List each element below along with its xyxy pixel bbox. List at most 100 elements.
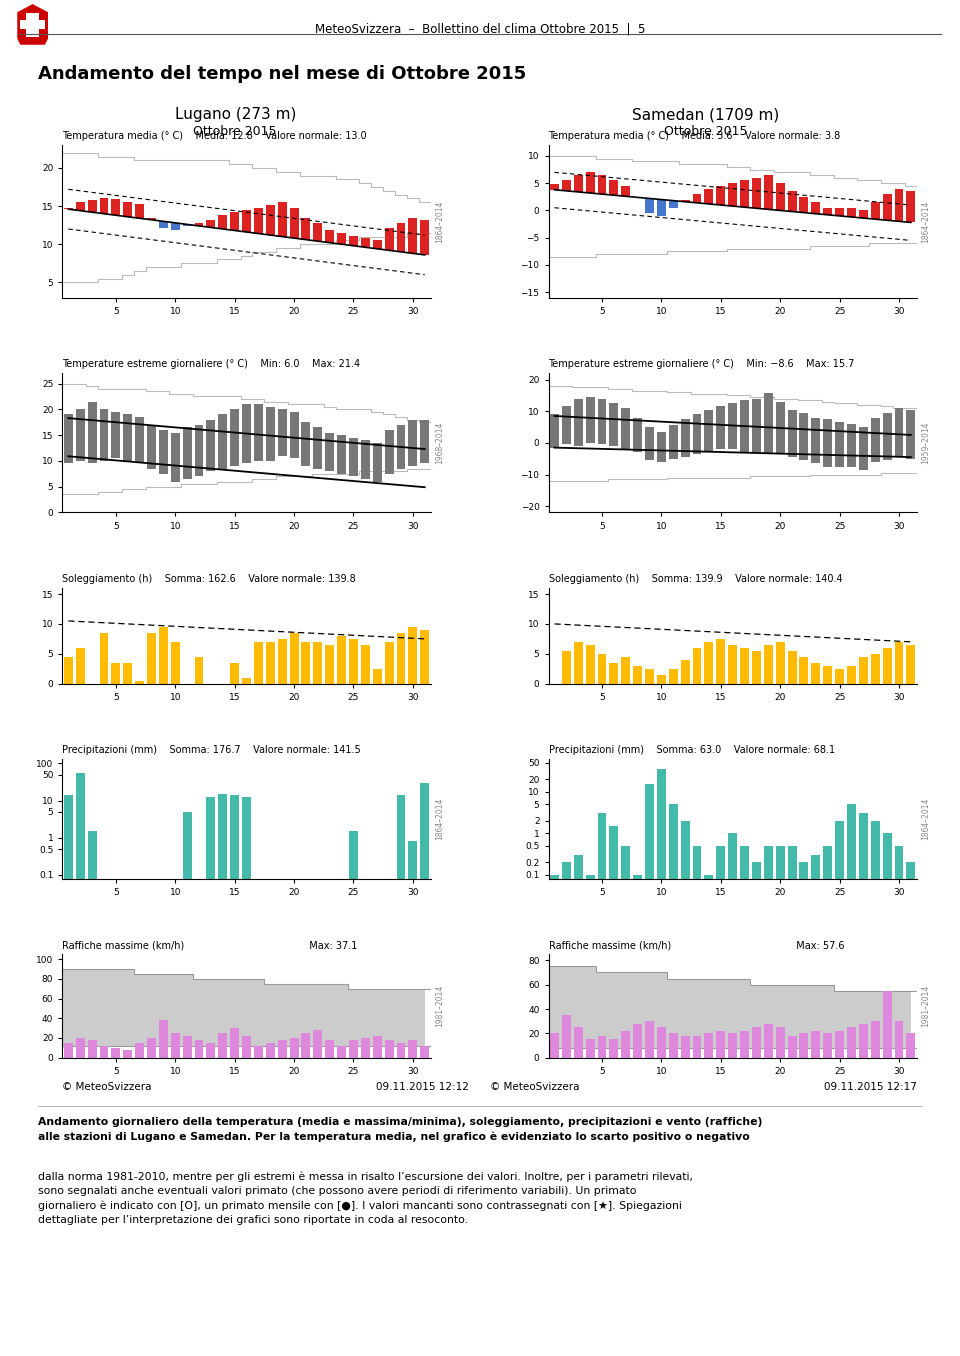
Text: Temperatura media (° C)    Media: 3.6    Valore normale: 3.8: Temperatura media (° C) Media: 3.6 Valor… <box>548 132 841 141</box>
Bar <box>657 769 666 1356</box>
Bar <box>218 1033 228 1058</box>
Bar <box>242 1036 251 1058</box>
Text: Temperatura media (° C)    Media: 12.8    Valore normale: 13.0: Temperatura media (° C) Media: 12.8 Valo… <box>62 132 367 141</box>
Bar <box>859 814 868 1356</box>
Bar <box>313 222 323 241</box>
Bar <box>800 412 808 460</box>
Bar <box>349 236 358 245</box>
Bar <box>729 1033 737 1058</box>
Bar <box>111 663 120 683</box>
Bar <box>171 1033 180 1058</box>
Bar <box>562 407 571 445</box>
Bar <box>385 641 394 683</box>
Bar <box>847 424 856 466</box>
Bar <box>764 1024 773 1058</box>
Bar <box>266 407 275 461</box>
Bar <box>182 812 192 1356</box>
Bar <box>20 20 45 30</box>
Text: Precipitazioni (mm)    Somma: 176.7    Valore normale: 141.5: Precipitazioni (mm) Somma: 176.7 Valore … <box>62 746 361 755</box>
Bar <box>135 681 144 683</box>
Bar <box>871 418 879 462</box>
Bar <box>242 210 251 232</box>
Bar <box>882 991 892 1058</box>
Bar <box>705 641 713 683</box>
Bar <box>100 410 108 461</box>
Text: 09.11.2015 12:12: 09.11.2015 12:12 <box>375 1082 468 1092</box>
Bar <box>847 804 856 1356</box>
Bar <box>705 188 713 203</box>
Bar <box>242 678 251 683</box>
Bar <box>313 427 323 469</box>
Bar <box>621 408 630 449</box>
Bar <box>396 424 405 469</box>
Bar <box>740 400 749 453</box>
Bar <box>811 854 820 1356</box>
Text: Lugano (273 m): Lugano (273 m) <box>175 107 296 122</box>
Bar <box>574 399 583 446</box>
Text: 1864–2014: 1864–2014 <box>922 797 930 841</box>
Bar <box>266 205 275 235</box>
Bar <box>716 846 725 1356</box>
Bar <box>230 212 239 231</box>
Bar <box>621 656 630 683</box>
Bar <box>716 1031 725 1058</box>
Bar <box>705 875 713 1356</box>
Bar <box>597 175 607 194</box>
Bar <box>420 220 429 255</box>
Bar <box>408 217 418 254</box>
Text: Andamento del tempo nel mese di Ottobre 2015: Andamento del tempo nel mese di Ottobre … <box>38 65 527 83</box>
Bar <box>325 645 334 683</box>
Bar <box>657 199 666 216</box>
Bar <box>645 427 654 460</box>
Bar <box>349 1040 358 1058</box>
Bar <box>752 862 761 1356</box>
Bar <box>847 1028 856 1058</box>
Bar <box>824 419 832 466</box>
Bar <box>230 795 239 1356</box>
Bar <box>123 415 132 461</box>
Bar <box>657 1028 666 1058</box>
Bar <box>882 833 892 1356</box>
Bar <box>372 669 382 683</box>
Bar <box>811 418 820 464</box>
Text: Andamento giornaliero della temperatura (media e massima/minima), soleggiamento,: Andamento giornaliero della temperatura … <box>38 1117 763 1142</box>
Text: 1864–2014: 1864–2014 <box>435 201 444 243</box>
Bar <box>787 846 797 1356</box>
Bar <box>597 1036 607 1058</box>
Bar <box>610 1040 618 1058</box>
Bar <box>776 846 784 1356</box>
Bar <box>740 846 749 1356</box>
Bar <box>135 203 144 218</box>
Bar <box>290 207 299 239</box>
Bar <box>705 1033 713 1058</box>
Bar <box>123 1050 132 1058</box>
Text: 1864–2014: 1864–2014 <box>922 201 930 243</box>
Bar <box>729 403 737 449</box>
Bar <box>740 1031 749 1058</box>
Bar <box>681 419 689 457</box>
Bar <box>669 201 678 207</box>
Bar <box>100 198 108 214</box>
Bar <box>645 784 654 1356</box>
Bar <box>408 419 418 466</box>
Bar <box>634 666 642 683</box>
Bar <box>906 410 915 458</box>
Text: MeteoSvizzera  –  Bollettino del clima Ottobre 2015  |  5: MeteoSvizzera – Bollettino del clima Ott… <box>315 23 645 35</box>
Bar <box>301 217 310 240</box>
Bar <box>895 1021 903 1058</box>
Bar <box>123 663 132 683</box>
Bar <box>349 639 358 683</box>
Bar <box>313 1031 323 1058</box>
Bar <box>230 663 239 683</box>
Bar <box>787 651 797 683</box>
Bar <box>824 666 832 683</box>
Bar <box>195 1040 204 1058</box>
Text: 1968–2014: 1968–2014 <box>435 422 444 464</box>
Bar <box>562 180 571 191</box>
Text: Samedan (1709 m): Samedan (1709 m) <box>632 107 780 122</box>
Bar <box>705 410 713 450</box>
Bar <box>669 804 678 1356</box>
Bar <box>776 1028 784 1058</box>
Bar <box>621 1031 630 1058</box>
Bar <box>597 814 607 1356</box>
